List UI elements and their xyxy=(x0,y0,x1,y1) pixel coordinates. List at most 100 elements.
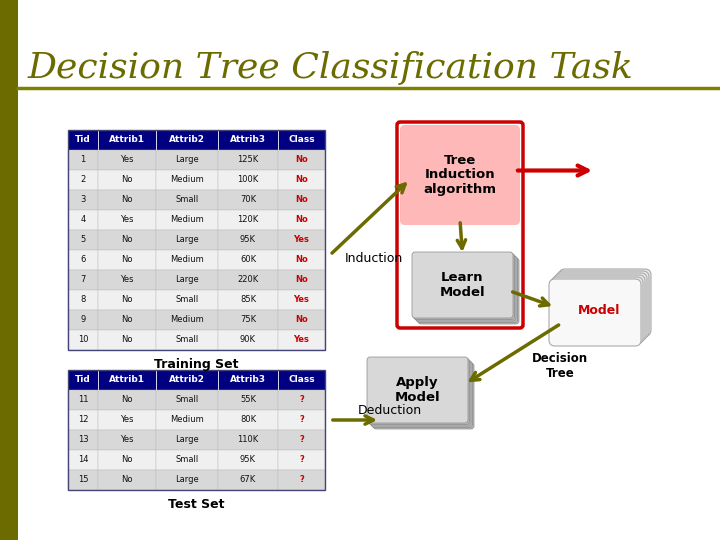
Text: Attrib3: Attrib3 xyxy=(230,136,266,145)
Text: 13: 13 xyxy=(78,435,89,444)
Text: Deduction: Deduction xyxy=(358,403,422,416)
FancyBboxPatch shape xyxy=(370,360,471,426)
Bar xyxy=(156,330,218,350)
Text: Tree
Induction
algorithm: Tree Induction algorithm xyxy=(423,153,497,197)
Bar xyxy=(156,210,218,230)
Text: 5: 5 xyxy=(81,235,86,245)
Bar xyxy=(156,190,218,210)
Bar xyxy=(278,250,325,270)
Text: Medium: Medium xyxy=(170,176,204,185)
Bar xyxy=(68,250,98,270)
Bar xyxy=(156,470,218,490)
Text: Model: Model xyxy=(578,304,620,317)
Bar xyxy=(218,150,278,170)
FancyBboxPatch shape xyxy=(400,125,520,225)
Text: 4: 4 xyxy=(81,215,86,225)
Text: Large: Large xyxy=(175,156,199,165)
Text: Decision Tree Classification Task: Decision Tree Classification Task xyxy=(28,51,634,85)
Text: No: No xyxy=(295,156,308,165)
Text: No: No xyxy=(121,395,132,404)
FancyBboxPatch shape xyxy=(369,359,469,424)
Bar xyxy=(218,130,278,150)
Bar xyxy=(98,230,156,250)
Text: 11: 11 xyxy=(78,395,89,404)
Text: Class: Class xyxy=(288,375,315,384)
Bar xyxy=(218,230,278,250)
Text: Attrib1: Attrib1 xyxy=(109,136,145,145)
Bar xyxy=(218,290,278,310)
Bar xyxy=(218,410,278,430)
Bar xyxy=(68,450,98,470)
Text: Small: Small xyxy=(176,295,199,305)
Bar xyxy=(156,230,218,250)
Bar xyxy=(98,330,156,350)
Bar xyxy=(278,210,325,230)
Text: Learn
Model: Learn Model xyxy=(440,271,485,299)
Bar xyxy=(156,450,218,470)
Bar xyxy=(218,370,278,390)
Bar xyxy=(218,310,278,330)
Text: 15: 15 xyxy=(78,476,89,484)
Text: 85K: 85K xyxy=(240,295,256,305)
Text: No: No xyxy=(121,335,132,345)
Text: No: No xyxy=(121,315,132,325)
Text: 1: 1 xyxy=(81,156,86,165)
Bar xyxy=(156,250,218,270)
Bar xyxy=(156,170,218,190)
Text: Medium: Medium xyxy=(170,415,204,424)
Bar xyxy=(98,190,156,210)
Bar xyxy=(278,450,325,470)
Text: 14: 14 xyxy=(78,456,89,464)
Text: 70K: 70K xyxy=(240,195,256,205)
Bar xyxy=(218,470,278,490)
Text: 8: 8 xyxy=(81,295,86,305)
Bar xyxy=(68,230,98,250)
Bar xyxy=(98,410,156,430)
Bar xyxy=(156,130,218,150)
Text: 7: 7 xyxy=(81,275,86,285)
Bar xyxy=(218,450,278,470)
Bar xyxy=(278,130,325,150)
Bar xyxy=(98,430,156,450)
Text: 55K: 55K xyxy=(240,395,256,404)
Text: No: No xyxy=(121,235,132,245)
FancyBboxPatch shape xyxy=(367,357,468,423)
Text: ?: ? xyxy=(299,395,304,404)
Bar xyxy=(278,370,325,390)
Bar xyxy=(68,270,98,290)
Text: Tid: Tid xyxy=(75,375,91,384)
Text: No: No xyxy=(121,476,132,484)
Bar xyxy=(98,150,156,170)
Text: No: No xyxy=(121,176,132,185)
Bar xyxy=(98,310,156,330)
Text: Yes: Yes xyxy=(120,275,134,285)
Text: 125K: 125K xyxy=(238,156,258,165)
Text: 110K: 110K xyxy=(238,435,258,444)
Text: Yes: Yes xyxy=(120,156,134,165)
Text: No: No xyxy=(121,456,132,464)
Text: Yes: Yes xyxy=(294,335,310,345)
Bar xyxy=(218,170,278,190)
FancyBboxPatch shape xyxy=(415,255,516,321)
Text: Small: Small xyxy=(176,335,199,345)
Text: No: No xyxy=(295,315,308,325)
Bar xyxy=(68,210,98,230)
Text: Large: Large xyxy=(175,476,199,484)
Bar xyxy=(278,150,325,170)
Text: Induction: Induction xyxy=(345,252,403,265)
Text: Yes: Yes xyxy=(120,435,134,444)
FancyBboxPatch shape xyxy=(418,258,519,324)
FancyBboxPatch shape xyxy=(373,363,474,429)
Bar xyxy=(68,430,98,450)
Bar xyxy=(278,230,325,250)
Text: 120K: 120K xyxy=(238,215,258,225)
Bar xyxy=(68,190,98,210)
Text: Test Set: Test Set xyxy=(168,498,225,511)
Bar xyxy=(278,470,325,490)
Bar xyxy=(218,390,278,410)
Text: 95K: 95K xyxy=(240,456,256,464)
FancyBboxPatch shape xyxy=(549,279,641,346)
Text: Small: Small xyxy=(176,395,199,404)
Bar xyxy=(278,310,325,330)
Bar xyxy=(156,390,218,410)
